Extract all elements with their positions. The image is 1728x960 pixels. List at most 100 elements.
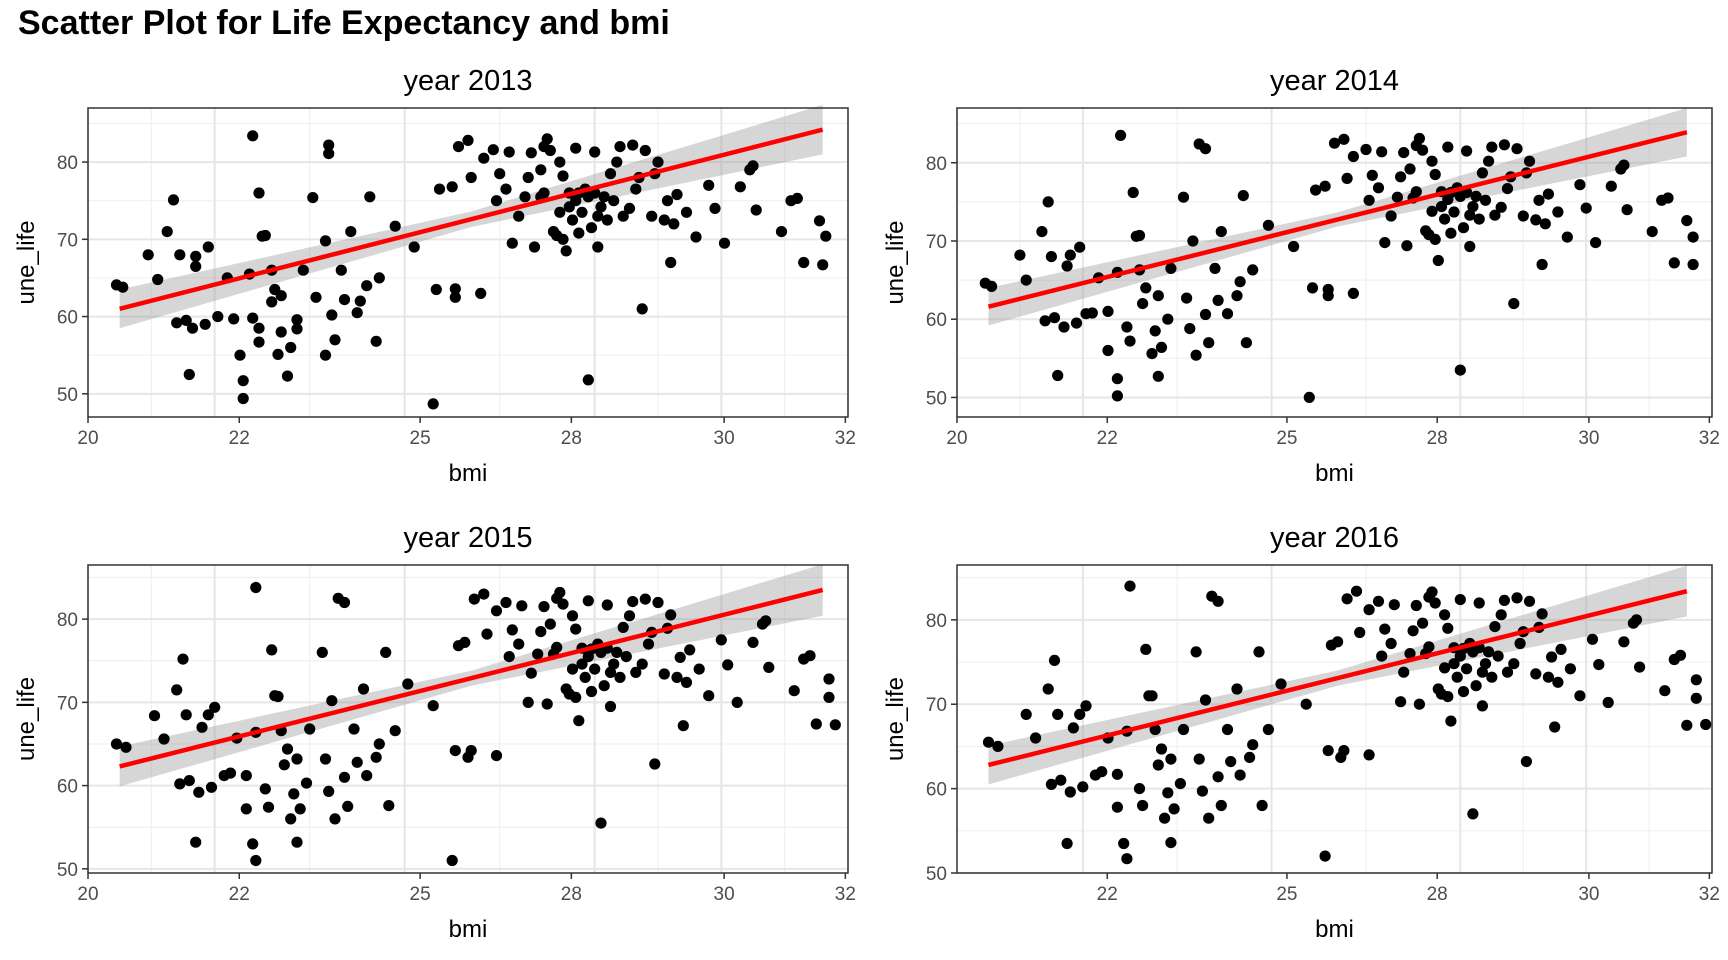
data-point bbox=[798, 256, 810, 269]
data-point bbox=[627, 596, 639, 608]
y-tick-label: 50 bbox=[926, 388, 947, 409]
y-tick-label: 70 bbox=[926, 232, 947, 253]
data-point bbox=[1457, 222, 1470, 234]
data-point bbox=[294, 803, 306, 815]
data-point bbox=[1052, 369, 1064, 382]
data-point bbox=[1058, 321, 1070, 333]
data-point bbox=[1659, 685, 1671, 697]
data-point bbox=[266, 296, 278, 308]
data-point bbox=[1253, 646, 1265, 658]
data-point bbox=[1300, 698, 1312, 710]
data-point bbox=[1152, 370, 1164, 382]
data-point bbox=[665, 256, 677, 269]
data-point bbox=[570, 142, 582, 154]
data-point bbox=[180, 314, 192, 326]
data-point bbox=[1385, 637, 1397, 650]
data-point bbox=[1574, 690, 1586, 702]
x-axis-label: bmi bbox=[1315, 916, 1354, 943]
x-axis-label: bmi bbox=[1315, 460, 1354, 487]
data-point bbox=[1546, 651, 1558, 663]
data-point bbox=[1586, 633, 1599, 645]
data-point bbox=[1417, 617, 1429, 629]
data-point bbox=[1473, 213, 1485, 225]
data-point bbox=[351, 756, 363, 768]
data-point bbox=[193, 786, 205, 798]
data-point bbox=[1621, 204, 1633, 216]
y-tick-label: 60 bbox=[57, 308, 78, 329]
data-point bbox=[544, 618, 556, 630]
data-point bbox=[1445, 227, 1457, 239]
data-point bbox=[234, 349, 246, 361]
data-point bbox=[1074, 708, 1086, 721]
data-point bbox=[576, 658, 588, 670]
data-point bbox=[338, 596, 351, 609]
data-point bbox=[813, 215, 826, 227]
data-point bbox=[658, 214, 670, 226]
data-point bbox=[1401, 240, 1413, 252]
data-point bbox=[1479, 194, 1492, 206]
data-point bbox=[661, 195, 674, 207]
data-point bbox=[1159, 812, 1171, 824]
data-point bbox=[1111, 373, 1123, 385]
data-point bbox=[649, 758, 661, 770]
data-point bbox=[747, 636, 759, 649]
data-point bbox=[1221, 308, 1234, 320]
data-point bbox=[319, 753, 332, 765]
data-point bbox=[1341, 172, 1353, 184]
data-point bbox=[519, 191, 531, 203]
data-point bbox=[373, 272, 385, 284]
data-point bbox=[1045, 778, 1057, 791]
data-point bbox=[304, 723, 316, 735]
data-point bbox=[589, 663, 601, 675]
data-point bbox=[500, 183, 512, 195]
data-point bbox=[291, 314, 303, 326]
data-point bbox=[1181, 292, 1193, 304]
data-point bbox=[595, 817, 607, 829]
panel-year-2016: 22 25 28 30 32 50 60 70 80 year 2016 bmi une_life bbox=[882, 522, 1720, 943]
y-tick-label: 50 bbox=[926, 864, 947, 885]
data-point bbox=[326, 695, 338, 707]
data-point bbox=[503, 651, 515, 663]
data-point bbox=[1646, 226, 1658, 238]
data-point bbox=[544, 144, 556, 157]
data-point bbox=[449, 283, 461, 295]
data-point bbox=[817, 259, 829, 271]
data-point bbox=[361, 770, 373, 782]
data-point bbox=[1464, 240, 1476, 253]
data-point bbox=[1413, 132, 1425, 145]
data-point bbox=[446, 854, 458, 867]
data-point bbox=[1483, 646, 1495, 658]
data-point bbox=[671, 671, 683, 684]
data-point bbox=[541, 133, 553, 145]
data-point bbox=[1244, 751, 1256, 764]
data-point bbox=[684, 644, 696, 656]
data-point bbox=[1174, 778, 1186, 790]
data-point bbox=[1530, 668, 1542, 680]
panel-year-2015: 20 22 25 28 30 32 50 60 70 80 year 2015 bmi une_life bbox=[13, 522, 856, 943]
data-point bbox=[323, 139, 335, 151]
data-point bbox=[554, 206, 566, 218]
data-point bbox=[1080, 700, 1092, 712]
data-point bbox=[1681, 719, 1693, 731]
data-point bbox=[1306, 282, 1319, 294]
data-point bbox=[1687, 231, 1699, 243]
data-point bbox=[535, 164, 547, 176]
data-point bbox=[402, 678, 414, 690]
data-point bbox=[1442, 141, 1454, 153]
data-point bbox=[1039, 315, 1051, 327]
data-point bbox=[1165, 262, 1177, 274]
data-point bbox=[1536, 608, 1548, 620]
data-point bbox=[1476, 700, 1488, 712]
data-point bbox=[237, 392, 249, 405]
data-point bbox=[1486, 141, 1498, 153]
data-point bbox=[804, 650, 816, 662]
data-point bbox=[319, 349, 332, 361]
data-point bbox=[1461, 663, 1473, 675]
panel-border bbox=[87, 564, 849, 874]
data-point bbox=[516, 600, 528, 612]
data-point bbox=[538, 601, 550, 613]
data-point bbox=[1385, 210, 1397, 222]
data-point bbox=[677, 720, 689, 732]
data-point bbox=[1133, 229, 1146, 242]
